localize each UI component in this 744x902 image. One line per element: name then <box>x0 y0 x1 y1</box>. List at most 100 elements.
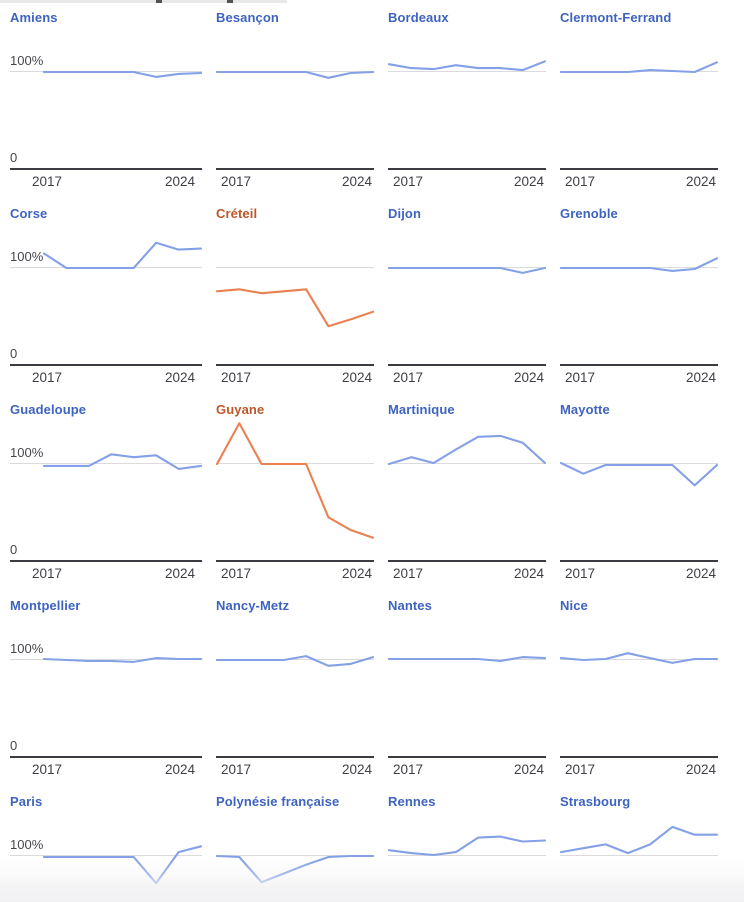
chart-title-link[interactable]: Nice <box>560 598 588 613</box>
x-axis-baseline <box>388 168 546 170</box>
sparkline-panel: Guyane 100% 0 2017 2024 <box>216 392 374 588</box>
x-axis-start-label: 2017 <box>221 370 252 385</box>
gridline-100-percent <box>10 855 202 856</box>
sparkline <box>43 241 202 270</box>
chart-title-link[interactable]: Montpellier <box>10 598 81 613</box>
sparkline <box>560 825 718 855</box>
sparkline-panel: Strasbourg 100% 0 2017 2024 <box>560 784 718 902</box>
sparkline <box>216 288 374 328</box>
sparkline <box>43 845 202 885</box>
x-axis-baseline <box>216 560 374 562</box>
x-axis-end-label: 2024 <box>341 762 372 777</box>
sparkline <box>388 434 546 466</box>
y-axis-min-label: 0 <box>10 346 18 361</box>
x-axis-baseline <box>560 560 718 562</box>
x-axis-start-label: 2017 <box>221 174 252 189</box>
sparkline <box>560 61 718 74</box>
gridline-100-percent <box>216 659 374 660</box>
gridline-100-percent <box>216 855 374 856</box>
chart-title-link[interactable]: Nantes <box>388 598 432 613</box>
sparkline-panel: Mayotte 100% 0 2017 2024 <box>560 392 718 588</box>
x-axis-baseline <box>216 364 374 366</box>
x-axis-end-label: 2024 <box>513 174 544 189</box>
x-axis-start-label: 2017 <box>393 566 424 581</box>
x-axis-start-label: 2017 <box>565 566 596 581</box>
clipped-header-fragment <box>0 0 300 4</box>
x-axis-start-label: 2017 <box>393 174 424 189</box>
chart-title-link[interactable]: Amiens <box>10 10 58 25</box>
x-axis-end-label: 2024 <box>164 174 195 189</box>
gridline-100-percent <box>388 463 546 464</box>
y-axis-min-label: 0 <box>10 738 18 753</box>
y-axis-max-label: 100% <box>10 53 44 68</box>
x-axis-end-label: 2024 <box>685 174 716 189</box>
x-axis-start-label: 2017 <box>32 566 63 581</box>
clipped-text-mark <box>227 0 233 3</box>
y-axis-max-label: 100% <box>10 837 44 852</box>
chart-title-link[interactable]: Besançon <box>216 10 279 25</box>
sparkline-panel: Besançon 100% 0 2017 2024 <box>216 0 374 196</box>
chart-title-link[interactable]: Strasbourg <box>560 794 631 809</box>
x-axis-end-label: 2024 <box>685 762 716 777</box>
chart-title-link[interactable]: Guadeloupe <box>10 402 87 417</box>
sparkline <box>216 655 374 667</box>
sparkline-panel: Nantes 100% 0 2017 2024 <box>388 588 546 784</box>
chart-title-link[interactable]: Polynésie française <box>216 794 340 809</box>
x-axis-baseline <box>216 756 374 758</box>
x-axis-end-label: 2024 <box>164 370 195 385</box>
sparkline-panel: Montpellier 100% 0 2017 2024 <box>10 588 202 784</box>
x-axis-start-label: 2017 <box>221 566 252 581</box>
sparkline-panel: Grenoble 100% 0 2017 2024 <box>560 196 718 392</box>
sparkline <box>560 461 718 487</box>
x-axis-end-label: 2024 <box>685 370 716 385</box>
sparkline-panel: Dijon 100% 0 2017 2024 <box>388 196 546 392</box>
x-axis-labels: 2017 2024 <box>560 370 718 386</box>
x-axis-labels: 2017 2024 <box>560 174 718 190</box>
chart-title-link[interactable]: Clermont-Ferrand <box>560 10 672 25</box>
x-axis-labels: 2017 2024 <box>560 762 718 778</box>
chart-title-link[interactable]: Martinique <box>388 402 455 417</box>
x-axis-labels: 2017 2024 <box>216 566 374 582</box>
x-axis-labels: 2017 2024 <box>388 762 546 778</box>
chart-title-link[interactable]: Nancy-Metz <box>216 598 290 613</box>
x-axis-end-label: 2024 <box>341 174 372 189</box>
x-axis-labels: 2017 2024 <box>388 174 546 190</box>
y-axis-max-label: 100% <box>10 641 44 656</box>
sparkline <box>216 422 374 539</box>
gridline-100-percent <box>10 659 202 660</box>
sparkline <box>43 453 202 470</box>
x-axis-baseline <box>10 168 202 170</box>
sparkline <box>216 70 374 79</box>
x-axis-start-label: 2017 <box>221 762 252 777</box>
sparkline-panel: Martinique 100% 0 2017 2024 <box>388 392 546 588</box>
x-axis-baseline <box>10 364 202 366</box>
x-axis-start-label: 2017 <box>393 370 424 385</box>
x-axis-end-label: 2024 <box>685 566 716 581</box>
chart-title-link[interactable]: Rennes <box>388 794 436 809</box>
chart-title-link[interactable]: Corse <box>10 206 48 221</box>
chart-title-link[interactable]: Grenoble <box>560 206 618 221</box>
chart-title-link[interactable]: Mayotte <box>560 402 610 417</box>
x-axis-start-label: 2017 <box>565 370 596 385</box>
sparkline-panel: Polynésie française 100% 0 2017 2024 <box>216 784 374 902</box>
chart-title-link[interactable]: Paris <box>10 794 43 809</box>
chart-title-link[interactable]: Créteil <box>216 206 258 221</box>
x-axis-end-label: 2024 <box>513 566 544 581</box>
y-axis-min-label: 0 <box>10 542 18 557</box>
chart-title-link[interactable]: Bordeaux <box>388 10 449 25</box>
x-axis-start-label: 2017 <box>32 370 63 385</box>
x-axis-baseline <box>10 756 202 758</box>
sparkline <box>560 652 718 664</box>
y-axis-min-label: 0 <box>10 150 18 165</box>
x-axis-labels: 2017 2024 <box>10 762 202 778</box>
x-axis-labels: 2017 2024 <box>560 566 718 582</box>
sparkline-panel: Nancy-Metz 100% 0 2017 2024 <box>216 588 374 784</box>
x-axis-baseline <box>388 756 546 758</box>
gridline-100-percent <box>388 855 546 856</box>
sparkline-panel: Paris 100% 0 2017 2024 <box>10 784 202 902</box>
chart-title-link[interactable]: Guyane <box>216 402 265 417</box>
x-axis-labels: 2017 2024 <box>216 762 374 778</box>
gridline-100-percent <box>560 463 718 464</box>
chart-title-link[interactable]: Dijon <box>388 206 421 221</box>
